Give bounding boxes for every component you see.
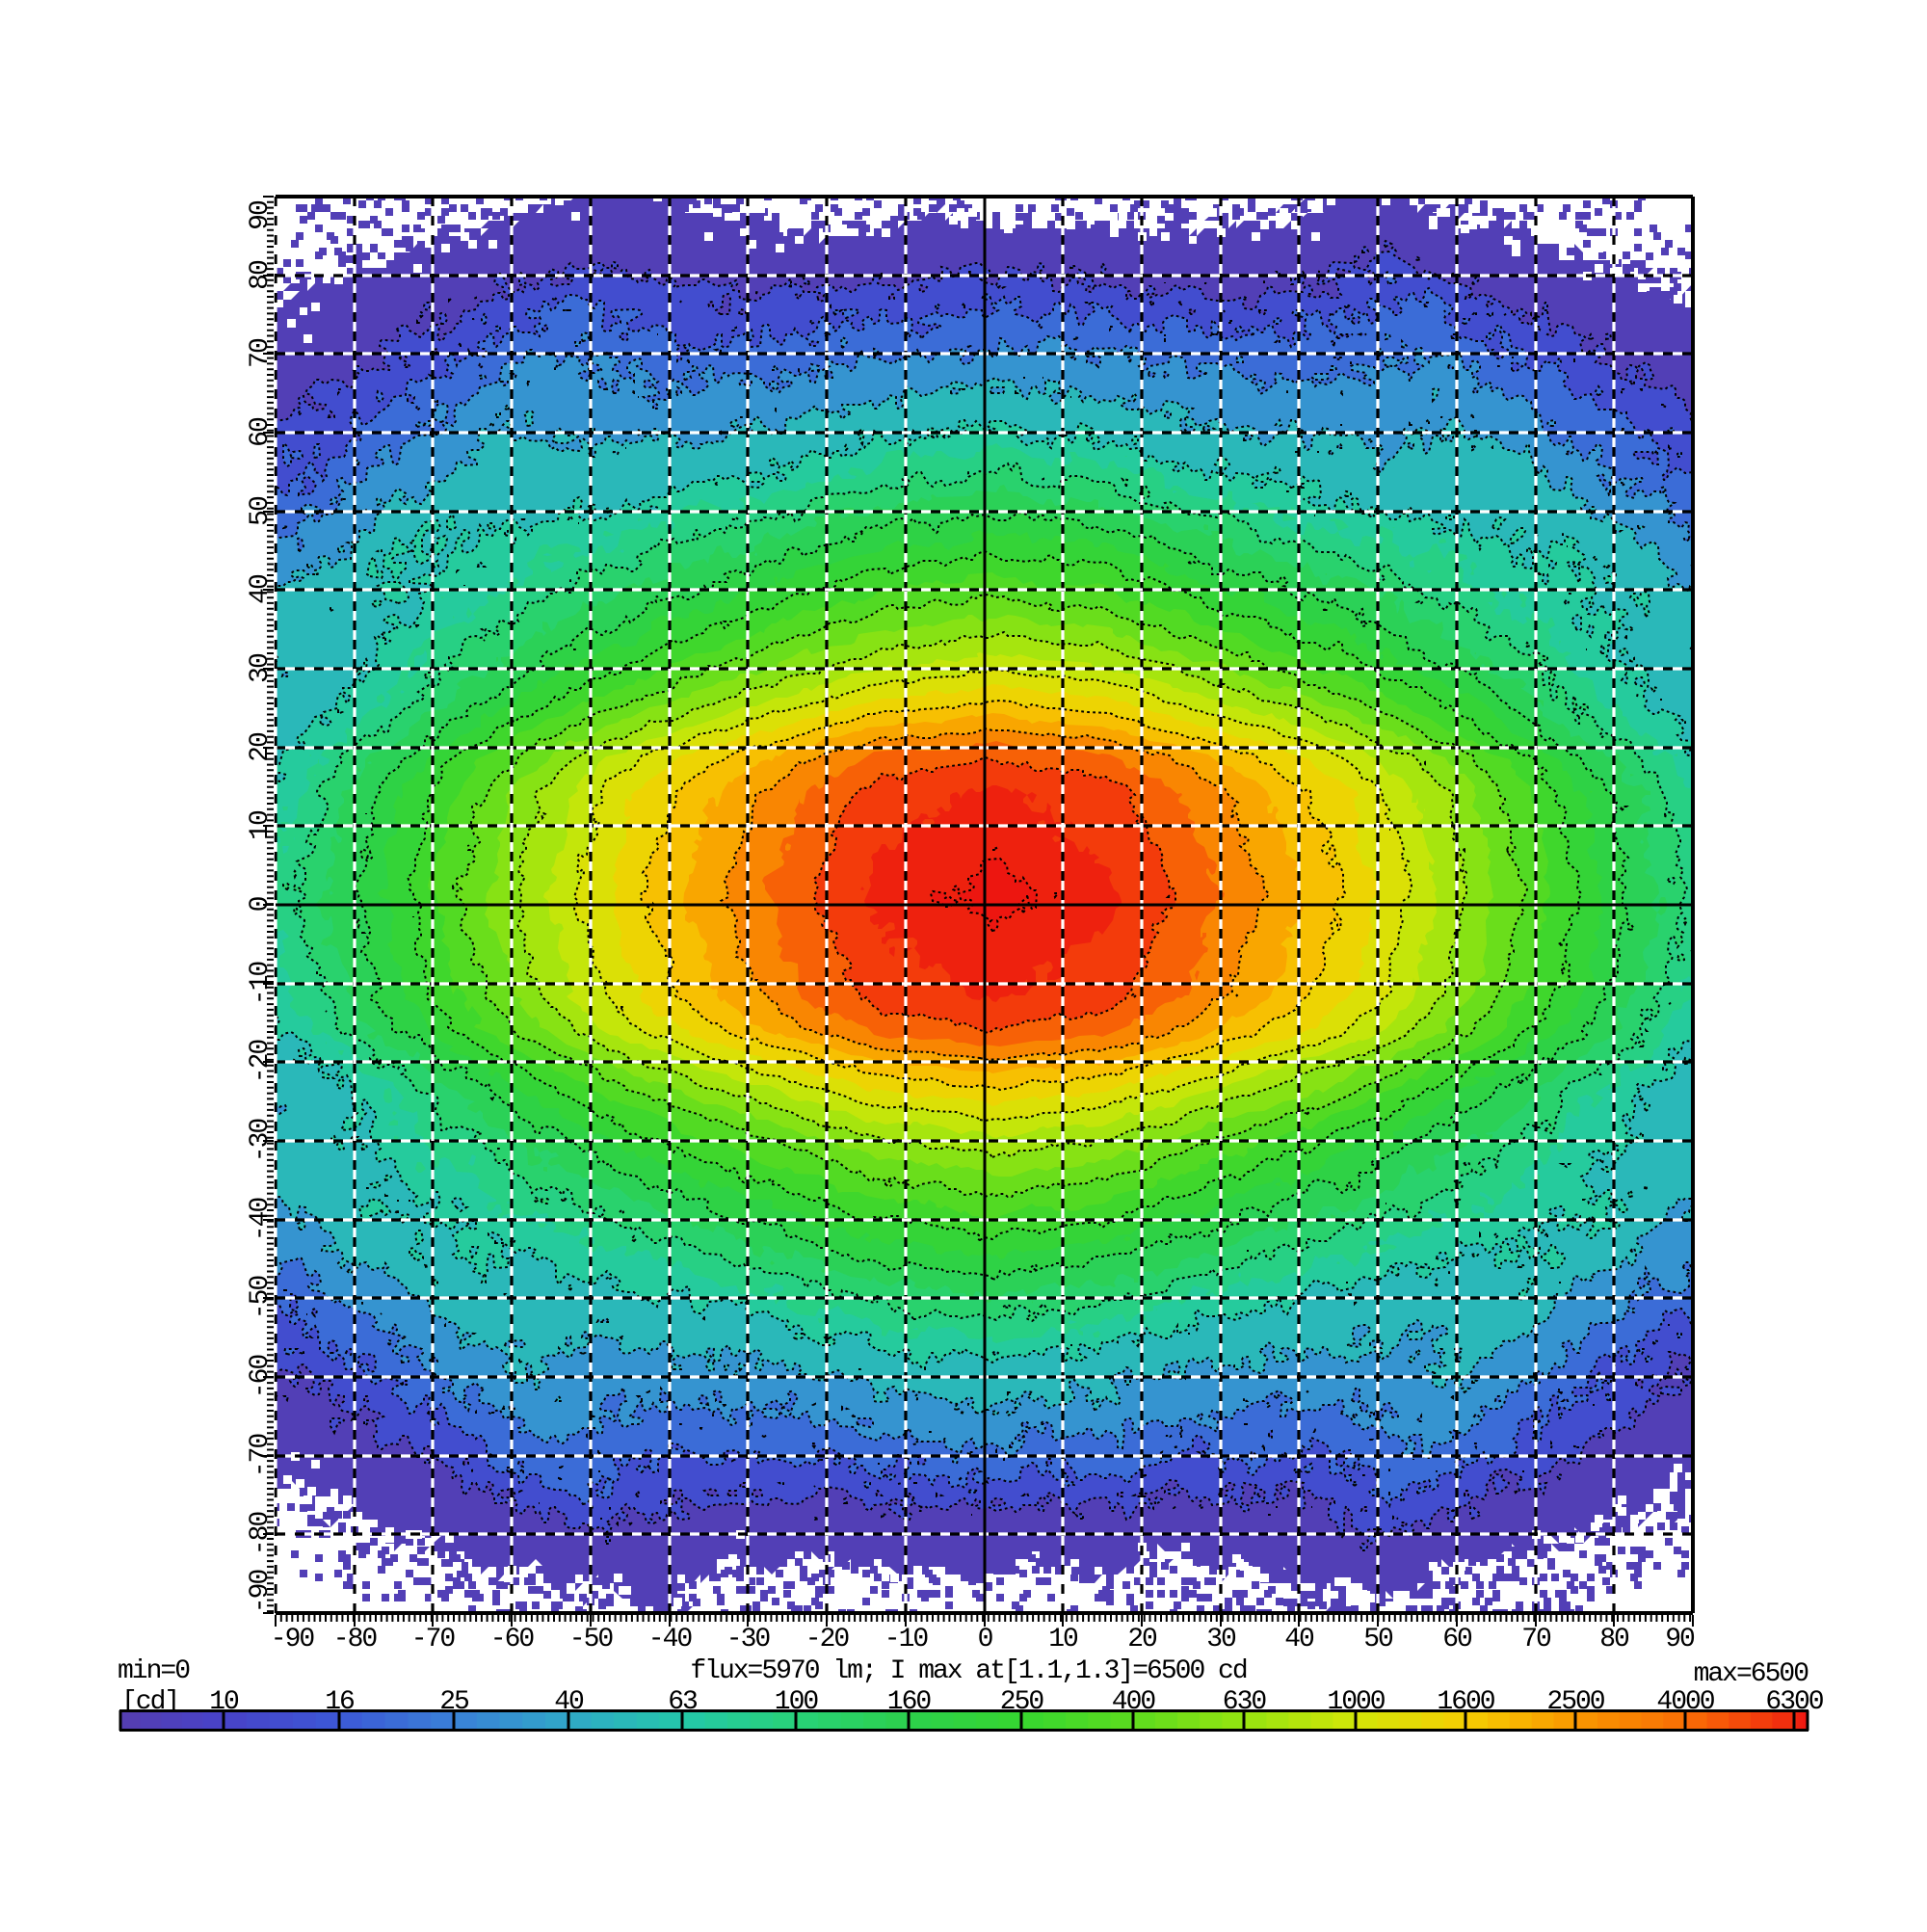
svg-text:10: 10: [1048, 1625, 1078, 1654]
svg-text:70: 70: [246, 338, 276, 368]
svg-text:-80: -80: [246, 1512, 276, 1556]
svg-text:-30: -30: [726, 1625, 771, 1654]
svg-text:-60: -60: [246, 1355, 276, 1399]
svg-text:-80: -80: [333, 1625, 378, 1654]
svg-text:min=0: min=0: [118, 1656, 190, 1686]
svg-text:-40: -40: [648, 1625, 693, 1654]
svg-text:90: 90: [246, 200, 276, 230]
svg-text:60: 60: [246, 417, 276, 447]
svg-text:50: 50: [246, 496, 276, 526]
svg-text:-50: -50: [246, 1276, 276, 1320]
svg-text:max=6500: max=6500: [1694, 1659, 1809, 1689]
svg-text:-50: -50: [569, 1625, 614, 1654]
svg-text:-60: -60: [490, 1625, 535, 1654]
svg-text:30: 30: [246, 653, 276, 683]
svg-text:-90: -90: [246, 1570, 276, 1614]
svg-text:-10: -10: [884, 1625, 929, 1654]
svg-text:-30: -30: [246, 1119, 276, 1163]
svg-text:-10: -10: [246, 962, 276, 1006]
svg-text:-20: -20: [246, 1040, 276, 1084]
svg-text:0: 0: [978, 1625, 993, 1654]
svg-text:70: 70: [1521, 1625, 1551, 1654]
svg-text:80: 80: [246, 260, 276, 290]
svg-text:flux=5970 lm; I max at[1.1,1.3: flux=5970 lm; I max at[1.1,1.3]=6500 cd: [690, 1656, 1247, 1686]
svg-text:-90: -90: [271, 1625, 315, 1654]
svg-text:-70: -70: [246, 1434, 276, 1478]
svg-text:40: 40: [1284, 1625, 1314, 1654]
svg-text:20: 20: [246, 732, 276, 762]
svg-text:-40: -40: [246, 1198, 276, 1242]
svg-text:10: 10: [246, 810, 276, 840]
svg-text:30: 30: [1206, 1625, 1236, 1654]
svg-text:90: 90: [1665, 1625, 1695, 1654]
svg-text:20: 20: [1127, 1625, 1157, 1654]
svg-text:0: 0: [246, 896, 276, 912]
svg-text:40: 40: [246, 574, 276, 604]
svg-text:60: 60: [1442, 1625, 1472, 1654]
svg-text:-70: -70: [411, 1625, 456, 1654]
svg-text:-20: -20: [805, 1625, 850, 1654]
svg-text:50: 50: [1363, 1625, 1393, 1654]
svg-text:80: 80: [1599, 1625, 1629, 1654]
